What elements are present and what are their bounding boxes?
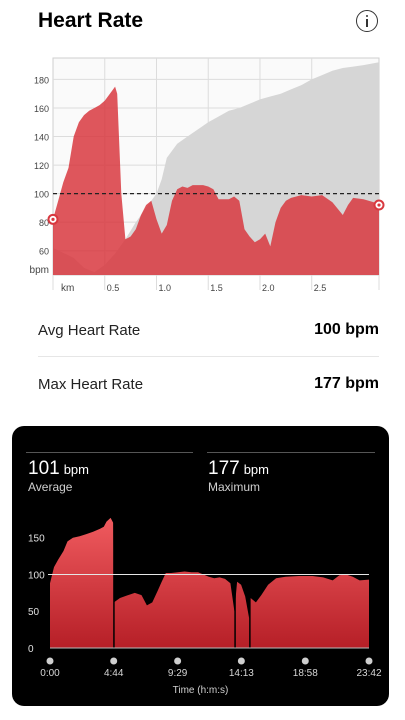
x-tick-dot xyxy=(174,657,182,665)
avg-heart-rate-value: 100 bpm xyxy=(314,321,379,338)
y-tick-label: 100 xyxy=(28,570,45,581)
y-tick-label: 0 xyxy=(28,644,34,655)
heart-rate-time-card: 101 bpm Average 177 bpm Maximum 150 100 50 0 0… xyxy=(12,426,389,706)
x-tick-dot xyxy=(46,657,54,665)
y-tick-label: 80 xyxy=(39,218,49,228)
average-label: Average xyxy=(28,480,73,494)
info-dot xyxy=(366,15,369,17)
x-tick-dot xyxy=(365,657,373,665)
start-marker-dot xyxy=(51,217,55,221)
heart-rate-area xyxy=(53,86,379,275)
average-divider xyxy=(26,452,193,453)
y-tick-label: 50 xyxy=(28,607,40,618)
x-tick-dot xyxy=(110,657,118,665)
x-tick-dot xyxy=(237,657,245,665)
y-unit-label: bpm xyxy=(30,265,49,276)
x-tick-label: 2.5 xyxy=(314,283,327,293)
info-circle-icon[interactable] xyxy=(356,10,378,32)
page-title: Heart Rate xyxy=(38,9,144,32)
maximum-label: Maximum xyxy=(208,480,261,494)
x-tick-label: 1.5 xyxy=(210,283,223,293)
x-tick-label: 0.5 xyxy=(107,283,120,293)
heart-rate-time-chart: 150 100 50 0 0:00 4:44 9:29 14:13 18:58 23:42 xyxy=(28,515,382,679)
y-tick-label: 100 xyxy=(34,190,49,200)
average-number: 101 xyxy=(28,458,60,479)
maximum-number: 177 xyxy=(208,458,240,479)
heart-rate-area xyxy=(50,517,369,648)
x-tick-label: 4:44 xyxy=(104,668,124,679)
x-unit-label: km xyxy=(61,283,74,294)
y-tick-label: 60 xyxy=(39,247,49,257)
x-tick-dot xyxy=(301,657,309,665)
x-tick-label: 14:13 xyxy=(229,668,254,679)
x-tick-label: 18:58 xyxy=(293,668,318,679)
avg-heart-rate-label: Avg Heart Rate xyxy=(38,322,141,339)
x-tick-label: 9:29 xyxy=(168,668,188,679)
time-axis-title: Time (h:m:s) xyxy=(172,685,229,696)
maximum-value: 177 bpm xyxy=(208,458,269,480)
x-tick-label: 2.0 xyxy=(262,283,275,293)
average-unit: bpm xyxy=(63,462,89,477)
x-tick-label: 23:42 xyxy=(356,668,381,679)
max-heart-rate-value: 177 bpm xyxy=(314,375,379,392)
max-heart-rate-label: Max Heart Rate xyxy=(38,376,144,393)
y-tick-label: 140 xyxy=(34,133,49,143)
divider xyxy=(38,356,379,357)
x-tick-label: 1.0 xyxy=(158,283,171,293)
heart-rate-distance-chart: 180 160 140 120 100 80 60 0.5 1.0 1.5 2.0 2.5 bpm km xyxy=(30,57,385,294)
y-tick-label: 160 xyxy=(34,104,49,114)
maximum-unit: bpm xyxy=(243,462,269,477)
info-bar xyxy=(366,19,369,27)
y-tick-label: 180 xyxy=(34,75,49,85)
maximum-divider xyxy=(207,452,375,453)
y-tick-label: 150 xyxy=(28,534,45,545)
end-marker-dot xyxy=(377,203,381,207)
average-value: 101 bpm xyxy=(28,458,89,480)
y-tick-label: 120 xyxy=(34,161,49,171)
x-tick-label: 0:00 xyxy=(40,668,60,679)
